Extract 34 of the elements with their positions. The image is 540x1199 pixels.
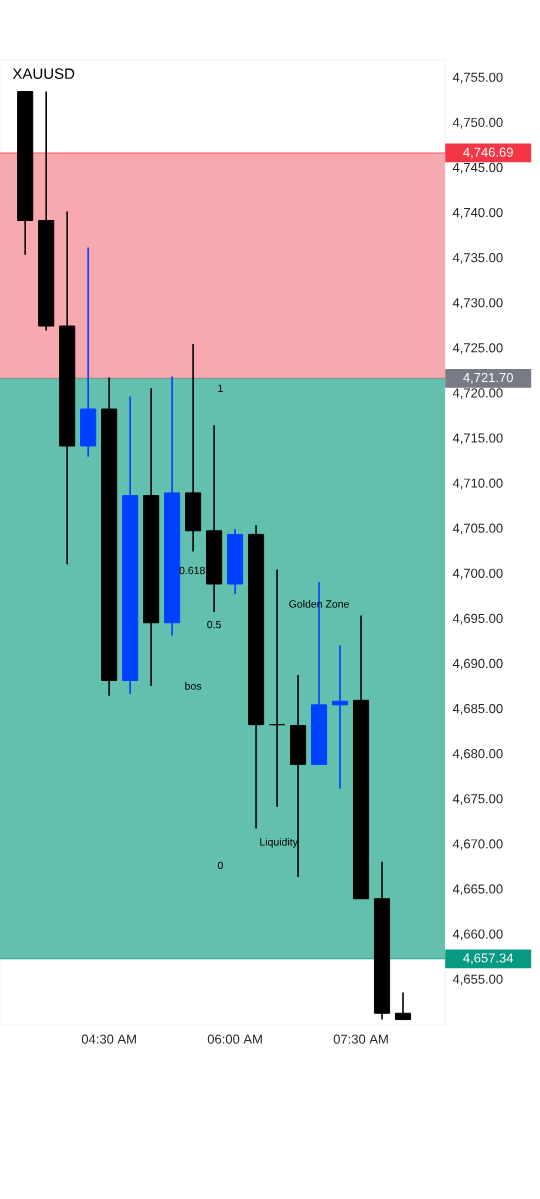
y-tick-label: 4,705.00 bbox=[452, 523, 503, 535]
y-tick-label: 4,735.00 bbox=[452, 253, 503, 264]
y-tick-label: 4,690.00 bbox=[452, 658, 503, 670]
y-tick-label: 4,720.00 bbox=[452, 388, 503, 400]
y-tick-label: 4,730.00 bbox=[452, 298, 503, 309]
y-tick-label: 4,715.00 bbox=[452, 433, 503, 445]
y-tick-label: 4,745.00 bbox=[452, 162, 503, 174]
y-tick-label: 4,675.00 bbox=[452, 794, 503, 805]
y-tick-label: 4,755.00 bbox=[452, 72, 503, 84]
candlestick bbox=[394, 991, 412, 1021]
ref-line-label: 4,657.34 bbox=[463, 953, 514, 965]
y-tick-label: 4,695.00 bbox=[452, 613, 503, 625]
annotation: 0.5 bbox=[207, 620, 221, 629]
y-tick-label: 4,665.00 bbox=[452, 884, 503, 896]
y-tick-label: 4,680.00 bbox=[452, 749, 503, 760]
y-tick-label: 4,750.00 bbox=[452, 117, 503, 129]
y-tick-label: 4,670.00 bbox=[452, 839, 503, 850]
y-tick-label: 4,710.00 bbox=[452, 478, 503, 490]
annotation: bos bbox=[185, 682, 202, 690]
annotation: 1 bbox=[218, 384, 223, 392]
ref-line-label: 4,721.70 bbox=[463, 372, 513, 384]
x-tick-label: 07:30 AM bbox=[333, 1034, 388, 1044]
y-tick-label: 4,655.00 bbox=[452, 974, 503, 986]
y-tick-label: 4,700.00 bbox=[452, 568, 503, 580]
chart-title: XAUUSD bbox=[12, 68, 75, 79]
x-tick-label: 04:30 AM bbox=[81, 1034, 136, 1044]
y-tick-label: 4,660.00 bbox=[452, 929, 503, 941]
annotation: 0 bbox=[217, 861, 223, 870]
y-tick-label: 4,740.00 bbox=[452, 207, 503, 219]
y-tick-label: 4,685.00 bbox=[452, 703, 503, 715]
y-tick-label: 4,725.00 bbox=[452, 343, 503, 354]
candlestick bbox=[269, 568, 286, 808]
x-tick-label: 06:00 AM bbox=[207, 1034, 262, 1044]
ref-line-label: 4,746.69 bbox=[463, 147, 513, 159]
